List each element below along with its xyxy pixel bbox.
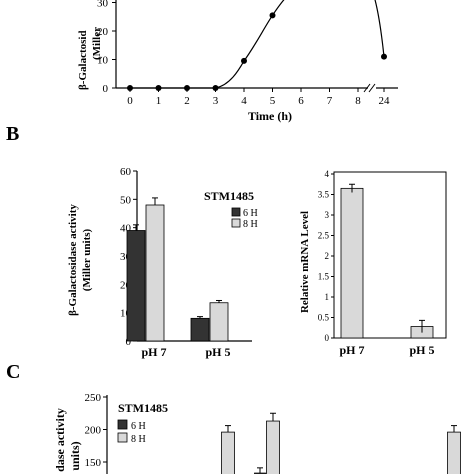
panel-b-y-tick-label: 60 (120, 166, 132, 178)
panel-b-mrna-chart: Relative mRNA Level 0 0.5 1 1.5 2 2.5 3 3.5 4 pH … (299, 169, 447, 357)
panel-b2-ylabel: Relative mRNA Level (299, 211, 311, 313)
panel-b2-bar (340, 187, 364, 339)
panel-a-data-point (127, 85, 133, 91)
panel-b2-x-label: pH 7 (339, 343, 364, 357)
panel-b-y-tick-label: 40 (120, 223, 132, 235)
panel-c-legend-label: 6 H (131, 421, 146, 432)
panel-a-data-point (155, 85, 162, 91)
panel-b2-y-tick-label: 3 (325, 210, 330, 220)
panel-b-legend-label: 6 H (243, 208, 258, 219)
panel-b-y-tick-label: 20 (120, 279, 132, 291)
panel-a-data-point (381, 53, 387, 60)
panel-a-x-tick-label: 24 (379, 95, 391, 107)
panel-b2-y-tick-label: 1 (325, 292, 330, 302)
panel-a-y-tick-label: 0 (103, 83, 109, 95)
panel-b2-frame (333, 171, 447, 339)
panel-c-y-tick-label: 200 (85, 425, 102, 437)
panel-b2-y-tick-label: 2.5 (318, 231, 330, 241)
panel-a-axis-break (363, 83, 371, 93)
panel-b-legend-swatch (231, 218, 241, 228)
panel-a-x-tick-label: 4 (241, 95, 247, 107)
panel-b-legend-swatch (231, 207, 241, 217)
panel-b2-y-tick-label: 0 (325, 333, 330, 343)
panel-c-legend-swatch (117, 419, 128, 430)
panel-a-x-tick-label: 7 (327, 95, 333, 107)
panel-b-bar (145, 204, 165, 342)
panel-b-ylabel-1: β-Galactosidase activity (67, 204, 79, 316)
panel-c-legend-label: 8 H (131, 434, 146, 445)
panel-c-legend-swatch (117, 432, 128, 443)
panel-a-data-point (269, 12, 276, 19)
panel-b2-y-tick-label: 4 (325, 169, 330, 179)
panel-a-y-tick-label: 30 (97, 0, 109, 10)
panel-a-y-tick-label: 20 (97, 26, 109, 38)
panel-a-series-line (130, 0, 285, 89)
panel-b2-y-tick-label: 2 (325, 251, 330, 261)
panel-b-x-label: pH 5 (205, 345, 230, 359)
panel-a-x-tick-label: 0 (127, 95, 133, 107)
panel-b-bar (209, 302, 229, 342)
panel-b2-y-tick-label: 0.5 (318, 313, 330, 323)
panel-b-y-tick-label: 50 (120, 194, 132, 206)
panel-b-ylabel-2: (Miller units) (81, 228, 93, 291)
panel-b-legend-label: 8 H (243, 219, 258, 230)
panel-a-x-tick-label: 5 (270, 95, 276, 107)
panel-a-ylabel-1: β-Galactosid (77, 30, 89, 90)
panel-a-x-tick-label: 6 (298, 95, 304, 107)
panel-a-ylabel-2: (Miller (91, 27, 103, 60)
panel-a-data-point (241, 57, 247, 64)
panel-b2-y-tick-label: 1.5 (318, 272, 330, 282)
panel-b-bar (126, 230, 146, 342)
panel-a-y-tick-label: 10 (97, 55, 109, 67)
panel-a-data-point (184, 85, 190, 91)
panel-b-title: STM1485 (204, 189, 254, 203)
panel-a-x-tick-label: 8 (355, 95, 361, 107)
panel-b-y-tick-label: 30 (120, 251, 132, 263)
panel-b-y-tick-label: 10 (120, 308, 132, 320)
panel-a-line-chart: β-Galactosid (Miller Time (h) 0 10 20 30 0 1 2… (77, 0, 398, 123)
panel-a-xlabel: Time (h) (248, 109, 292, 123)
panel-c-title: STM1485 (118, 401, 168, 415)
panel-c-ylabel-1: dase activity (53, 408, 67, 472)
panel-a-series-line-24h (374, 0, 385, 57)
panel-c-ylabel-2: units) (68, 441, 82, 470)
panel-a-x-tick-label: 2 (184, 95, 190, 107)
panel-b-bar-chart: β-Galactosidase activity (Miller units) … (67, 166, 258, 359)
panel-c-y-tick-label: 150 (85, 457, 102, 469)
panel-a-x-tick-label: 1 (156, 95, 162, 107)
panel-a-x-tick-label: 3 (213, 95, 219, 107)
panel-a-data-point (212, 85, 219, 91)
panel-c-bar (266, 420, 280, 474)
panel-b-x-label: pH 7 (141, 345, 166, 359)
panel-b-bar (190, 317, 210, 342)
panel-c-bar (221, 431, 235, 474)
panel-c-bar-chart: dase activity units) STM1485 150 200 250 6 … (53, 392, 461, 474)
panel-b2-x-label: pH 5 (409, 343, 434, 357)
panel-b2-y-tick-label: 3.5 (318, 190, 330, 200)
panel-label-b: B (6, 123, 19, 145)
panel-label-c: C (6, 361, 20, 383)
panel-a-axis-break (368, 83, 376, 93)
panel-c-y-tick-label: 250 (85, 392, 102, 404)
panel-b-y-tick-label: 0 (126, 336, 132, 348)
panel-c-bar (447, 431, 461, 474)
